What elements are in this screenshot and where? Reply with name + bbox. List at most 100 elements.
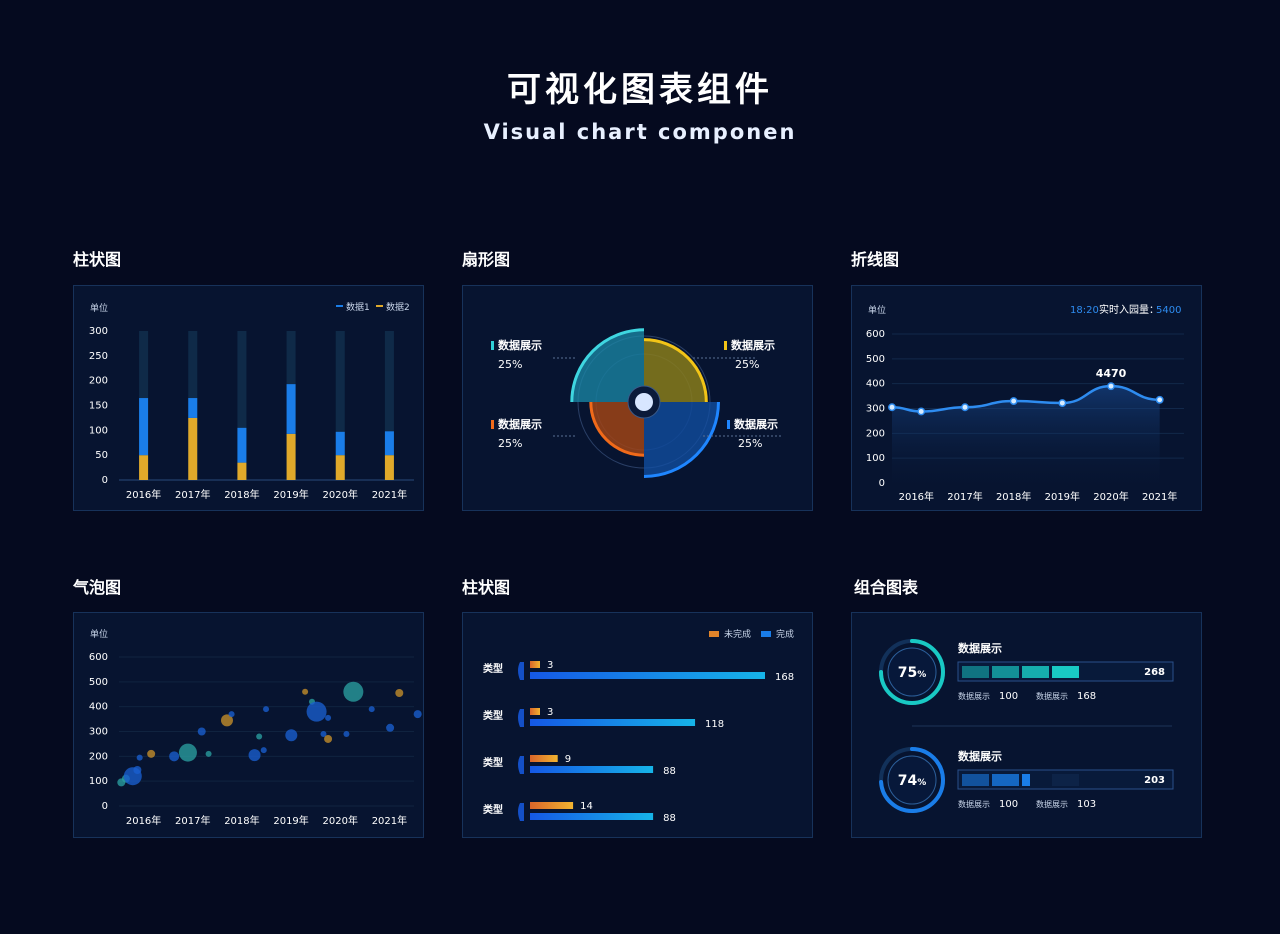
panel-hbar: 未完成 完成 类型 3 168 类型 3 118 类型 9 88 类型 14 88	[462, 612, 813, 838]
complete-bar	[530, 719, 696, 726]
segment-block	[992, 774, 1019, 786]
section-title-pie: 扇形图	[462, 250, 511, 269]
incomplete-bar	[530, 802, 574, 809]
pie-slice-edge	[570, 328, 645, 403]
x-tick-label: 2018年	[224, 814, 259, 827]
combo-value-b: 168	[1077, 691, 1096, 702]
bubble-point	[325, 714, 332, 721]
unit-label: 单位	[90, 302, 108, 314]
progress-sign: %	[917, 778, 926, 788]
bubble-point	[147, 749, 156, 758]
line-point	[1009, 397, 1018, 406]
y-tick-label: 600	[89, 652, 108, 663]
complete-bar	[530, 766, 654, 773]
bubble-point	[413, 710, 422, 719]
bar-segment	[384, 431, 394, 456]
x-tick-label: 2020年	[323, 814, 358, 827]
y-tick-label: 0	[102, 801, 108, 812]
complete-bar	[530, 672, 765, 679]
y-tick-label: 500	[89, 677, 108, 688]
section-title-hbar: 柱状图	[462, 578, 511, 597]
segment-block	[962, 774, 989, 786]
status-time: 18:20	[1070, 305, 1099, 316]
row-bracket-icon	[518, 756, 524, 774]
stacked-bar-chart: 单位 数据1 数据2 0 50 100 150 200 250 300 2016年 2017年 2018…	[89, 301, 414, 501]
section-title-bar: 柱状图	[73, 250, 122, 269]
pie-center-dot	[635, 393, 653, 411]
legend-label: 未完成	[724, 628, 751, 640]
y-tick-label: 400	[866, 379, 885, 390]
progress-number: 75	[898, 665, 917, 681]
slice-label: 数据展示	[498, 417, 542, 431]
line-point	[1155, 395, 1164, 404]
incomplete-value: 3	[547, 660, 553, 671]
segment-block	[1052, 774, 1079, 786]
x-tick-label: 2019年	[1045, 490, 1080, 503]
bar-segment	[335, 431, 345, 456]
x-tick-label: 2016年	[126, 814, 161, 827]
bar-segment	[286, 433, 296, 480]
legend-label: 数据2	[386, 301, 410, 313]
pie-slice-edge	[589, 401, 645, 457]
line-area	[892, 386, 1160, 483]
bar-segment	[188, 417, 198, 480]
bar-segment	[286, 384, 296, 434]
combo-label-a: 数据展示	[958, 691, 990, 701]
bar-segment	[237, 462, 247, 480]
x-tick-label: 2021年	[1142, 490, 1177, 503]
incomplete-bar	[530, 755, 558, 762]
bar-segment	[237, 427, 247, 463]
bubble-point	[343, 681, 364, 702]
combo-label-a: 数据展示	[958, 799, 990, 809]
status-label: 实时入园量：	[1099, 303, 1159, 316]
bar-track	[335, 331, 345, 480]
bubble-point	[260, 747, 267, 754]
status-value: 5400	[1156, 305, 1181, 316]
y-tick-label: 0	[879, 478, 885, 489]
progress-number: 74	[898, 773, 918, 789]
bubble-point	[133, 765, 142, 774]
x-tick-label: 2019年	[273, 814, 308, 827]
segment-block	[1022, 666, 1049, 678]
row-label: 类型	[483, 709, 503, 722]
bubble-point	[248, 749, 261, 762]
y-tick-label: 100	[89, 776, 108, 787]
panel-stacked-bar: 单位 数据1 数据2 0 50 100 150 200 250 300 2016年 2017年 2018…	[73, 285, 424, 511]
unit-label: 单位	[90, 628, 108, 640]
page-title: 可视化图表组件	[507, 70, 773, 110]
unit-label: 单位	[868, 304, 886, 316]
pie-slice	[590, 402, 644, 456]
x-tick-label: 2017年	[175, 488, 210, 501]
progress-inner-circle	[887, 755, 937, 805]
incomplete-value: 14	[580, 801, 593, 812]
incomplete-value: 3	[547, 707, 553, 718]
page-subtitle: Visual chart componen	[483, 120, 797, 144]
bar-segment	[139, 455, 149, 480]
bar-segment	[139, 398, 149, 456]
legend-label: 数据1	[346, 301, 370, 313]
rose-pie-chart: 数据展示 25% 数据展示 25% 数据展示 25% 数据展示 25%	[491, 328, 781, 478]
section-title-line: 折线图	[851, 250, 900, 269]
y-tick-label: 200	[866, 428, 885, 439]
slice-label: 数据展示	[734, 417, 778, 431]
incomplete-bar	[530, 708, 540, 715]
section-title-combo: 组合图表	[854, 578, 919, 597]
pie-slice	[571, 329, 644, 402]
bubble-point	[178, 743, 197, 762]
combo-value-a: 100	[999, 799, 1018, 810]
section-title-bubble: 气泡图	[73, 578, 122, 597]
panel-combo: 75% 数据展示 268 数据展示 100 数据展示 168 74% 数据展示 203 数据展示 10…	[851, 612, 1202, 838]
row-label: 类型	[483, 803, 503, 816]
pie-slice	[644, 402, 719, 477]
slice-label: 数据展示	[731, 338, 775, 352]
legend-marker	[491, 420, 494, 429]
progress-ring-arc	[879, 639, 945, 705]
combo-label-b: 数据展示	[1036, 691, 1068, 701]
row-label: 类型	[483, 662, 503, 675]
complete-value: 88	[663, 766, 676, 777]
progress-sign: %	[917, 670, 926, 680]
legend-swatch	[709, 631, 719, 637]
legend-marker	[724, 341, 727, 350]
slice-value: 25%	[498, 437, 522, 450]
legend-label: 完成	[776, 628, 794, 640]
